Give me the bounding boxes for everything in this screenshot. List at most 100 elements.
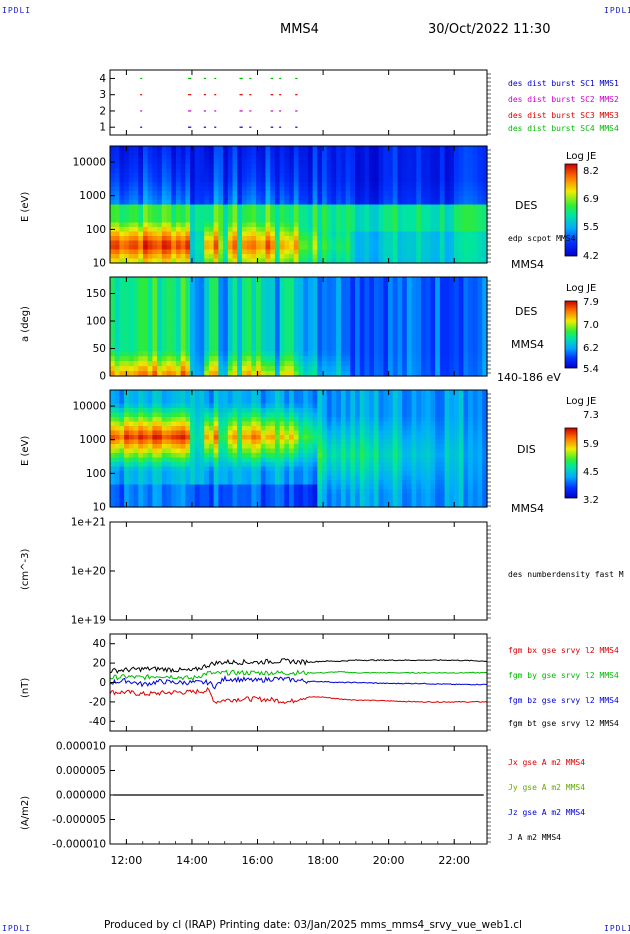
- heatmap-cell: [265, 306, 271, 313]
- heatmap-cell: [454, 351, 460, 357]
- heatmap-cell: [326, 390, 333, 396]
- heatmap-cell: [194, 146, 201, 152]
- heatmap-cell: [251, 204, 257, 210]
- heatmap-cell: [223, 227, 229, 233]
- heatmap-cell: [284, 182, 290, 188]
- heatmap-cell: [232, 351, 238, 357]
- heatmap-cell: [378, 227, 384, 233]
- heatmap-cell: [128, 346, 135, 352]
- heatmap-cell: [397, 236, 403, 242]
- heatmap-cell: [378, 361, 384, 367]
- heatmap-cell: [223, 453, 229, 459]
- heatmap-cell: [213, 177, 219, 183]
- heatmap-cell: [246, 408, 252, 414]
- heatmap-cell: [128, 159, 135, 165]
- heatmap-cell: [175, 435, 182, 441]
- corner-tag-top-left: IPDLI: [2, 6, 32, 15]
- heatmap-cell: [190, 426, 196, 432]
- heatmap-cell: [270, 249, 276, 255]
- heatmap-cell: [180, 430, 186, 436]
- heatmap-cell: [237, 218, 243, 224]
- heatmap-cell: [355, 321, 361, 328]
- heatmap-cell: [284, 277, 290, 283]
- heatmap-cell: [185, 236, 191, 242]
- heatmap-cell: [402, 249, 408, 255]
- heatmap-cell: [241, 254, 248, 260]
- heatmap-cell: [345, 177, 351, 183]
- heatmap-cell: [246, 249, 252, 255]
- heatmap-cell: [425, 186, 432, 192]
- heatmap-cell: [406, 296, 413, 303]
- heatmap-cell: [289, 484, 295, 490]
- heatmap-cell: [246, 159, 252, 165]
- heatmap-cell: [223, 457, 229, 463]
- heatmap-cell: [397, 316, 403, 323]
- heatmap-cell: [397, 281, 403, 288]
- heatmap-cell: [114, 502, 121, 508]
- heatmap-cell: [223, 498, 229, 504]
- heatmap-cell: [223, 240, 229, 246]
- heatmap-cell: [171, 457, 177, 463]
- heatmap-cell: [152, 213, 158, 219]
- heatmap-cell: [416, 186, 422, 192]
- heatmap-cell: [161, 466, 168, 472]
- heatmap-cell: [251, 430, 257, 436]
- heatmap-cell: [298, 146, 304, 152]
- heatmap-cell: [345, 227, 351, 233]
- heatmap-cell: [298, 254, 304, 260]
- heatmap-cell: [369, 306, 375, 313]
- heatmap-cell: [232, 439, 238, 445]
- heatmap-cell: [312, 408, 318, 414]
- heatmap-cell: [157, 493, 163, 499]
- heatmap-cell: [265, 403, 271, 409]
- heatmap-cell: [284, 331, 290, 337]
- heatmap-cell: [336, 249, 342, 255]
- heatmap-cell: [477, 240, 483, 246]
- heatmap-cell: [402, 164, 408, 170]
- heatmap-cell: [218, 164, 224, 170]
- heatmap-cell: [124, 466, 130, 472]
- heatmap-cell: [477, 371, 483, 377]
- heatmap-cell: [256, 435, 262, 441]
- heatmap-cell: [369, 227, 375, 233]
- heatmap-cell: [190, 484, 196, 490]
- heatmap-cell: [472, 150, 479, 156]
- heatmap-cell: [444, 218, 450, 224]
- heatmap-cell: [213, 316, 219, 323]
- heatmap-cell: [298, 258, 304, 264]
- heatmap-cell: [359, 301, 366, 308]
- heatmap-cell: [364, 326, 370, 333]
- heatmap-cell: [237, 466, 243, 472]
- heatmap-cell: [312, 371, 318, 377]
- heatmap-cell: [256, 150, 262, 156]
- heatmap-cell: [256, 457, 262, 463]
- heatmap-cell: [110, 296, 116, 303]
- heatmap-cell: [430, 346, 436, 352]
- heatmap-cell: [331, 258, 337, 264]
- heatmap-cell: [274, 326, 281, 333]
- heatmap-cell: [289, 326, 295, 333]
- heatmap-cell: [331, 209, 337, 215]
- heatmap-cell: [171, 182, 177, 188]
- heatmap-cell: [345, 191, 351, 197]
- heatmap-cell: [194, 390, 201, 396]
- heatmap-cell: [312, 296, 318, 303]
- heatmap-cell: [260, 331, 267, 337]
- heatmap-cell: [430, 177, 436, 183]
- heatmap-cell: [279, 426, 285, 432]
- heatmap-cell: [373, 291, 380, 298]
- heatmap-cell: [223, 361, 229, 367]
- heatmap-cell: [444, 306, 450, 313]
- heatmap-cell: [458, 356, 465, 362]
- heatmap-cell: [208, 326, 215, 333]
- heatmap-cell: [303, 173, 309, 179]
- heatmap-cell: [331, 457, 337, 463]
- heatmap-cell: [246, 489, 252, 495]
- heatmap-cell: [270, 155, 276, 161]
- heatmap-cell: [312, 457, 318, 463]
- heatmap-cell: [166, 351, 172, 357]
- heatmap-cell: [289, 186, 295, 192]
- heatmap-cell: [289, 417, 295, 423]
- heatmap-cell: [256, 227, 262, 233]
- heatmap-cell: [293, 164, 300, 170]
